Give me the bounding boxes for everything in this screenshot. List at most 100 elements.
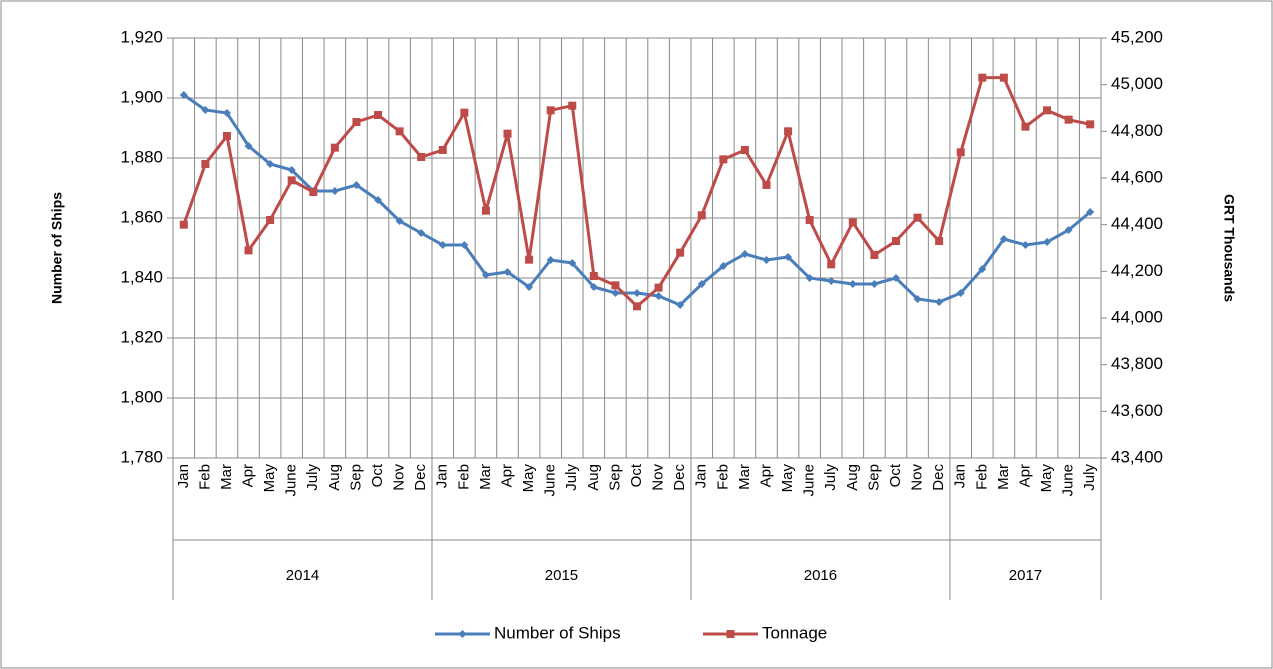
y2-tick-label: 43,800 (1111, 354, 1163, 373)
x-tick-label: Sep (606, 464, 623, 491)
point (481, 271, 490, 279)
point (568, 259, 577, 267)
group-label: 2014 (286, 567, 319, 584)
x-tick-label: May (520, 464, 537, 493)
x-tick-label: Apr (757, 464, 774, 487)
point (179, 91, 188, 99)
point (201, 160, 210, 168)
x-tick-label: May (1038, 464, 1055, 493)
point (611, 281, 620, 290)
point (395, 127, 404, 136)
point (460, 108, 469, 117)
point (309, 188, 318, 196)
point (719, 155, 728, 164)
x-tick-label: Feb (455, 464, 472, 490)
legend-label: Number of Ships (494, 623, 621, 642)
y2-axis-title: GRT Thousands (1221, 194, 1237, 302)
y2-tick-label: 44,600 (1111, 167, 1163, 186)
point (676, 301, 685, 309)
point (784, 253, 793, 261)
x-tick-label: Jan (175, 464, 192, 488)
group-label: 2016 (804, 567, 837, 584)
x-tick-label: July (563, 464, 580, 491)
point (870, 251, 879, 259)
x-tick-label: Mar (736, 464, 753, 490)
y-axis-title: Number of Ships (49, 192, 65, 304)
point (374, 196, 383, 204)
y-tick-label: 1,920 (120, 27, 163, 46)
point (244, 142, 253, 150)
point (1064, 115, 1073, 124)
y-tick-label: 1,880 (120, 147, 163, 166)
y2-tick-label: 44,800 (1111, 121, 1163, 140)
point (978, 265, 987, 273)
point (1043, 106, 1052, 115)
x-tick-label: June (283, 464, 300, 497)
x-tick-label: Jan (952, 464, 969, 488)
legend-marker (458, 630, 467, 638)
point (676, 248, 685, 257)
point (956, 289, 965, 297)
x-tick-label: Sep (865, 464, 882, 491)
group-label: 2017 (1009, 567, 1042, 584)
x-tick-label: Feb (973, 464, 990, 490)
point (697, 211, 706, 220)
point (201, 106, 210, 114)
x-tick-label: Feb (196, 464, 213, 490)
point (438, 241, 447, 249)
point (762, 256, 771, 264)
point (503, 129, 512, 138)
x-tick-label: Feb (714, 464, 731, 490)
x-tick-label: May (779, 464, 796, 493)
point (956, 148, 965, 157)
x-tick-label: May (261, 464, 278, 493)
y2-tick-label: 45,000 (1111, 74, 1163, 93)
x-tick-label: Mar (477, 464, 494, 490)
point (1064, 226, 1073, 234)
x-tick-label: Aug (844, 464, 861, 491)
x-tick-label: Dec (930, 464, 947, 491)
point (999, 73, 1008, 82)
point (827, 277, 836, 285)
x-tick-label: Aug (326, 464, 343, 491)
point (1021, 241, 1030, 249)
point (503, 268, 512, 276)
point (935, 237, 944, 245)
x-tick-label: Aug (585, 464, 602, 491)
x-tick-label: July (822, 464, 839, 491)
legend-marker (726, 630, 735, 638)
point (287, 166, 296, 174)
point (460, 241, 469, 249)
point (525, 283, 534, 291)
x-tick-label: Dec (412, 464, 429, 491)
x-tick-label: Nov (909, 464, 926, 491)
x-tick-label: Apr (498, 464, 515, 487)
x-tick-label: Dec (671, 464, 688, 491)
y-tick-label: 1,900 (120, 87, 163, 106)
y-tick-label: 1,860 (120, 207, 163, 226)
x-tick-label: July (1081, 464, 1098, 491)
point (654, 283, 663, 292)
x-tick-label: Apr (1016, 464, 1033, 487)
point (352, 181, 361, 189)
point (222, 109, 231, 117)
x-tick-label: Mar (218, 464, 235, 490)
point (417, 153, 426, 161)
x-tick-label: Mar (995, 464, 1012, 490)
point (222, 132, 231, 140)
point (633, 289, 641, 297)
point (589, 283, 598, 291)
group-label: 2015 (545, 567, 578, 584)
point (891, 237, 900, 245)
y2-tick-label: 44,200 (1111, 261, 1163, 280)
x-tick-label: July (304, 464, 321, 491)
y-tick-label: 1,780 (120, 447, 163, 466)
point (568, 101, 577, 110)
point (740, 250, 749, 258)
point (827, 260, 836, 269)
point (266, 160, 275, 168)
y2-tick-label: 43,400 (1111, 447, 1163, 466)
point (870, 280, 879, 288)
point (654, 292, 663, 300)
